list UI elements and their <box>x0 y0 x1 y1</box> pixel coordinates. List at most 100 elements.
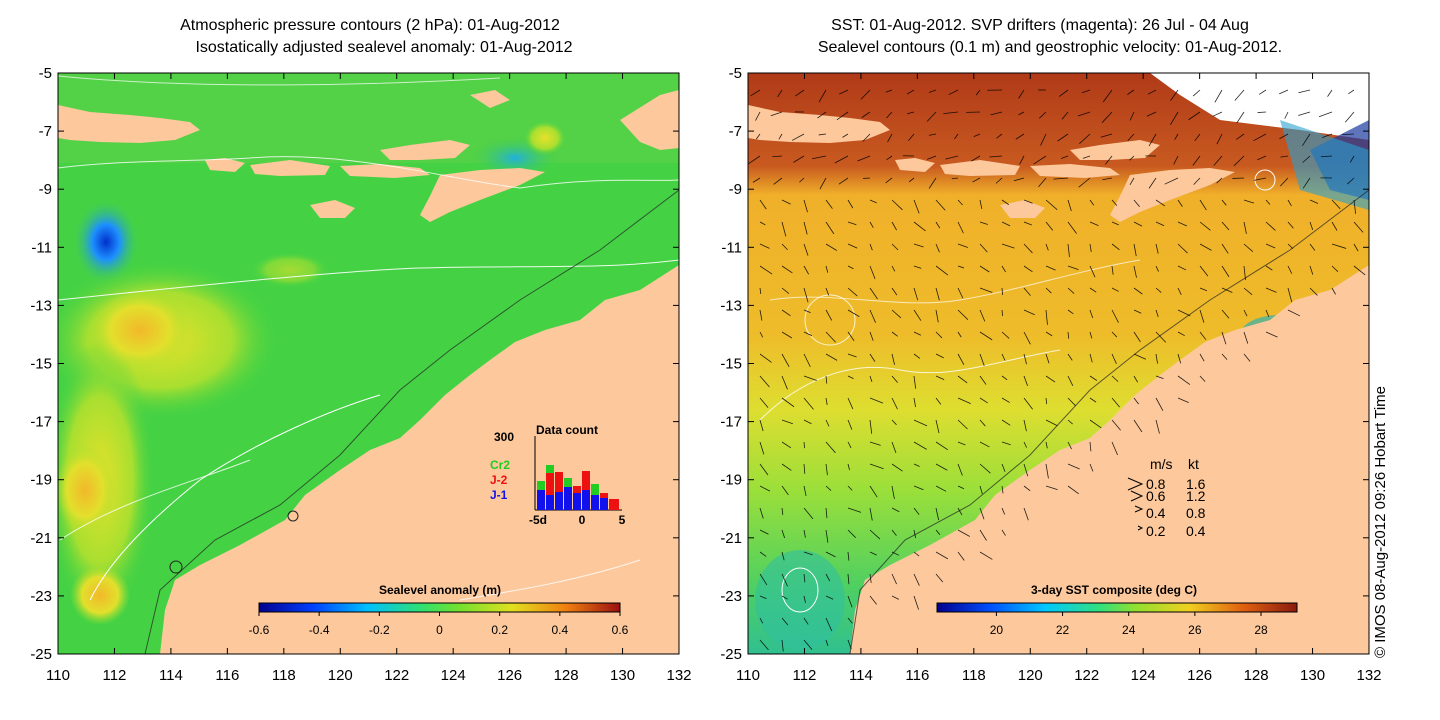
inset-legend-cr2: Cr2 <box>490 458 510 472</box>
velocity-arrow <box>913 287 919 301</box>
velocity-arrow <box>1111 309 1119 323</box>
velocity-arrow <box>825 573 831 582</box>
velocity-arrow <box>847 397 854 410</box>
velocity-arrow <box>772 155 783 158</box>
velocity-arrow <box>957 419 968 430</box>
velocity-arrow <box>825 353 838 361</box>
right-lat-tick-label: -7 <box>729 123 742 140</box>
velocity-arrow <box>781 617 789 626</box>
right-lon-tick-label: 114 <box>849 667 873 684</box>
velocity-arrow <box>1236 133 1245 140</box>
velocity-arrow <box>818 133 827 136</box>
velocity-arrow <box>847 287 858 297</box>
velocity-arrow <box>935 221 941 229</box>
velocity-arrow <box>755 111 761 121</box>
velocity-arrow <box>891 199 903 211</box>
velocity-arrow <box>1348 89 1355 95</box>
velocity-arrow <box>1284 111 1289 119</box>
velocity-arrow <box>847 529 856 538</box>
right-lat-tick-label: -13 <box>720 297 742 314</box>
velocity-arrow <box>748 155 761 165</box>
velocity-arrow <box>1221 221 1230 231</box>
velocity-arrow <box>869 419 873 434</box>
velocity-arrow <box>913 353 921 359</box>
velocity-arrow <box>935 529 941 535</box>
velocity-arrow <box>759 221 766 226</box>
left-lat-tick-label: -17 <box>30 414 52 431</box>
velocity-arrow <box>1302 133 1311 147</box>
velocity-arrow <box>1015 133 1025 140</box>
left-lat-tick-label: -19 <box>30 472 52 489</box>
velocity-arrow <box>979 485 983 494</box>
velocity-arrow <box>891 419 897 426</box>
velocity-arrow <box>1060 155 1069 159</box>
velocity-arrow <box>935 507 940 521</box>
sst-land-australia <box>850 265 1369 654</box>
velocity-arrow <box>1253 133 1267 142</box>
velocity-arrow <box>1199 265 1209 277</box>
velocity-arrow <box>935 199 946 211</box>
velocity-arrow <box>781 507 784 515</box>
velocity-arrow <box>957 199 963 206</box>
velocity-arrow <box>1111 199 1118 206</box>
velocity-arrow <box>1194 133 1201 142</box>
velocity-arrow <box>1331 199 1341 210</box>
velocity-arrow <box>1341 133 1355 136</box>
velocity-arrow <box>825 397 828 406</box>
geostrophic-velocity-arrows <box>748 89 1366 652</box>
velocity-arrow <box>1129 177 1135 186</box>
velocity-arrow <box>957 375 968 384</box>
velocity-arrow <box>781 353 790 368</box>
velocity-arrow <box>825 331 836 343</box>
velocity-arrow <box>906 89 915 95</box>
velocity-arrow <box>803 507 814 520</box>
right-lat-tick-label: -17 <box>720 414 742 431</box>
velocity-arrow <box>825 485 832 491</box>
left-lon-tick-label: 114 <box>159 667 183 684</box>
velocity-arrow <box>891 397 898 410</box>
velocity-arrow <box>1102 89 1113 103</box>
velocity-arrow <box>928 177 937 189</box>
velocity-arrow <box>886 111 893 119</box>
velocity-arrow <box>1279 133 1289 140</box>
velocity-arrow <box>996 133 1003 139</box>
velocity-arrow <box>869 441 881 446</box>
sla-land-java <box>58 105 200 143</box>
velocity-arrow <box>1331 287 1336 295</box>
left-lon-tick-label: 110 <box>46 667 70 684</box>
velocity-arrow <box>803 287 809 303</box>
left-lon-tick-label: 118 <box>272 667 296 684</box>
velocity-arrow <box>957 551 965 561</box>
velocity-arrow <box>825 595 834 600</box>
velocity-arrow <box>979 243 988 253</box>
velocity-arrow <box>926 155 937 160</box>
velocity-arrow <box>834 155 849 164</box>
right-lon-tick-label: 130 <box>1300 667 1325 684</box>
velocity-arrow <box>1216 177 1223 184</box>
inset-y-max: 300 <box>494 430 514 444</box>
left-lat-tick-label: -5 <box>39 65 52 82</box>
speed-legend-ms-1: 0.6 <box>1146 488 1166 504</box>
velocity-arrow <box>886 155 893 161</box>
velocity-arrow <box>847 507 862 513</box>
velocity-arrow <box>825 617 833 632</box>
velocity-arrow <box>1148 177 1157 189</box>
velocity-arrow <box>1133 221 1143 227</box>
velocity-arrow <box>1133 287 1143 295</box>
velocity-arrow <box>1067 485 1079 495</box>
velocity-arrow <box>935 419 940 434</box>
velocity-arrow <box>957 463 963 476</box>
velocity-arrow <box>847 331 855 341</box>
velocity-arrow <box>825 287 830 296</box>
velocity-arrow <box>957 529 970 537</box>
velocity-arrow <box>1214 89 1223 103</box>
velocity-arrow <box>891 485 895 500</box>
velocity-arrow <box>1045 375 1056 383</box>
copyright-label: © IMOS 08-Aug-2012 09:26 Hobart Time <box>1372 385 1389 658</box>
velocity-arrow <box>1045 199 1058 211</box>
velocity-arrow <box>1001 353 1006 361</box>
velocity-arrow <box>1221 265 1230 278</box>
velocity-arrow <box>759 353 772 363</box>
velocity-arrow <box>1045 463 1049 479</box>
velocity-arrow <box>1045 243 1049 251</box>
